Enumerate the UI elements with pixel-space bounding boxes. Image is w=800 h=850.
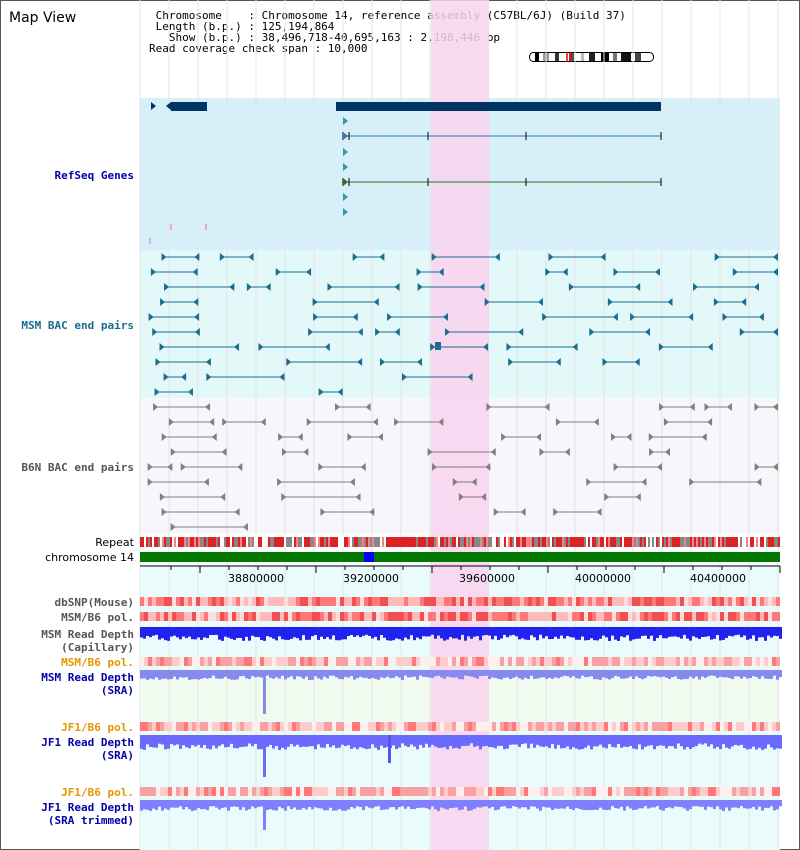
label-msm-pol-2: MSM/B6 pol. [61, 656, 134, 669]
label-msm-pol-1: MSM/B6 pol. [61, 611, 134, 624]
axis-tick-label: 40400000 [690, 572, 746, 585]
label-chromosome: chromosome 14 [45, 551, 134, 564]
label-b6n-bac[interactable]: B6N BAC end pairs [21, 461, 134, 474]
info-span: Read coverage check span : 10,000 [149, 42, 368, 55]
axis-tick-label: 38800000 [228, 572, 284, 585]
label-msm-depth-sra-sub: (SRA) [100, 684, 134, 697]
label-msm-depth-capillary: MSM Read Depth [41, 628, 134, 641]
info-length: Length (b.p.) : 125,194,864 [149, 20, 335, 33]
label-msm-depth-capillary-sub: (Capillary) [61, 641, 134, 654]
label-refseq-genes[interactable]: RefSeq Genes [54, 169, 134, 182]
axis-tick-label: 39600000 [459, 572, 515, 585]
page-title: Map View [9, 10, 77, 26]
label-jf1-pol-1: JF1/B6 pol. [61, 721, 134, 734]
label-jf1-trimmed: JF1 Read Depth [41, 801, 134, 814]
axis-tick-label: 40000000 [575, 572, 631, 585]
label-msm-depth-sra: MSM Read Depth [41, 671, 134, 684]
label-dbsnp: dbSNP(Mouse) [54, 596, 134, 609]
axis-tick-label: 39200000 [343, 572, 399, 585]
label-jf1-depth-sub: (SRA) [100, 749, 134, 762]
label-repeat: Repeat [95, 536, 134, 549]
ideogram-position-marker [566, 52, 572, 62]
label-jf1-trimmed-sub: (SRA trimmed) [47, 814, 134, 827]
label-jf1-pol-2: JF1/B6 pol. [61, 786, 134, 799]
chromosome-ideogram[interactable] [529, 52, 654, 62]
label-jf1-depth: JF1 Read Depth [41, 736, 134, 749]
region-info: Chromosome : Chromosome 14, reference as… [149, 10, 626, 54]
label-msm-bac[interactable]: MSM BAC end pairs [21, 319, 134, 332]
